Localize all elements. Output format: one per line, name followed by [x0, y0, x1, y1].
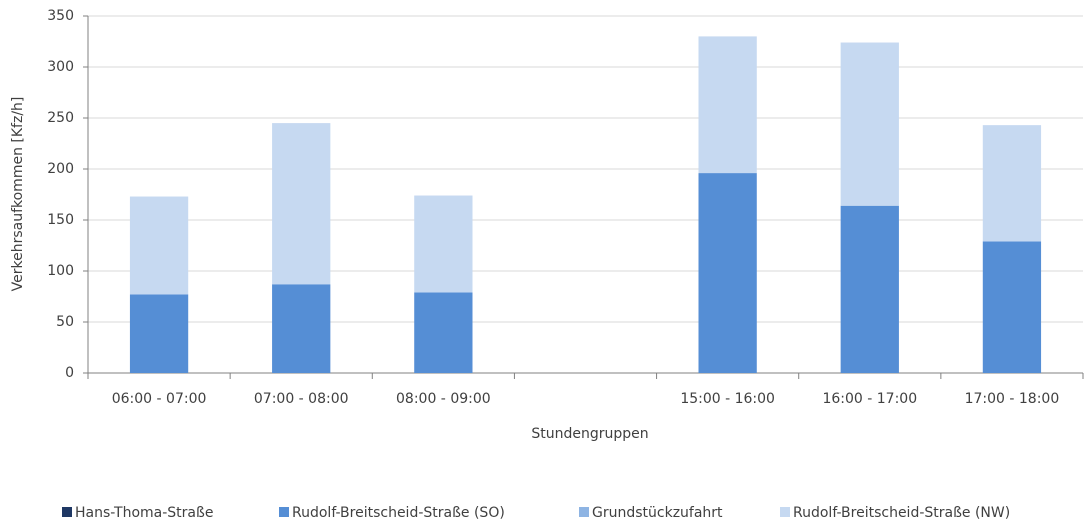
x-tick-label: 08:00 - 09:00 — [396, 391, 491, 407]
bar-segment — [698, 173, 757, 373]
bar-segment — [129, 294, 189, 373]
legend-label: Grundstückzufahrt — [592, 505, 723, 521]
y-tick-label: 250 — [47, 110, 74, 126]
y-axis-label: Verkehrsaufkommen [Kfz/h] — [10, 97, 26, 292]
bar-segment — [129, 196, 189, 295]
legend-label: Rudolf-Breitscheid-Straße (SO) — [292, 505, 505, 521]
bar-segment — [272, 284, 331, 373]
y-tick-label: 0 — [65, 365, 74, 381]
legend-swatch — [579, 507, 589, 517]
y-tick-label: 200 — [47, 161, 74, 177]
x-axis-label: Stundengruppen — [531, 426, 648, 442]
x-tick-label: 16:00 - 17:00 — [822, 391, 917, 407]
y-tick-label: 300 — [47, 59, 74, 75]
legend-swatch — [62, 507, 72, 517]
bar-segment — [982, 241, 1042, 373]
legend-swatch — [780, 507, 790, 517]
bar-segment — [840, 42, 899, 206]
bar-segment — [698, 36, 757, 174]
x-tick-label: 07:00 - 08:00 — [254, 391, 349, 407]
legend-label: Rudolf-Breitscheid-Straße (NW) — [793, 505, 1010, 521]
bar-segment — [272, 123, 331, 285]
x-tick-label: 17:00 - 18:00 — [965, 391, 1060, 407]
y-tick-label: 150 — [47, 212, 74, 228]
y-tick-label: 50 — [56, 314, 74, 330]
bar-segment — [840, 205, 899, 373]
legend-swatch — [279, 507, 289, 517]
y-tick-label: 350 — [47, 8, 74, 24]
bar-segment — [414, 292, 473, 373]
bar-segment — [982, 125, 1042, 242]
x-tick-label: 15:00 - 16:00 — [680, 391, 775, 407]
legend-label: Hans-Thoma-Straße — [75, 505, 213, 521]
bar-segment — [414, 195, 473, 293]
x-tick-label: 06:00 - 07:00 — [112, 391, 207, 407]
y-tick-label: 100 — [47, 263, 74, 279]
